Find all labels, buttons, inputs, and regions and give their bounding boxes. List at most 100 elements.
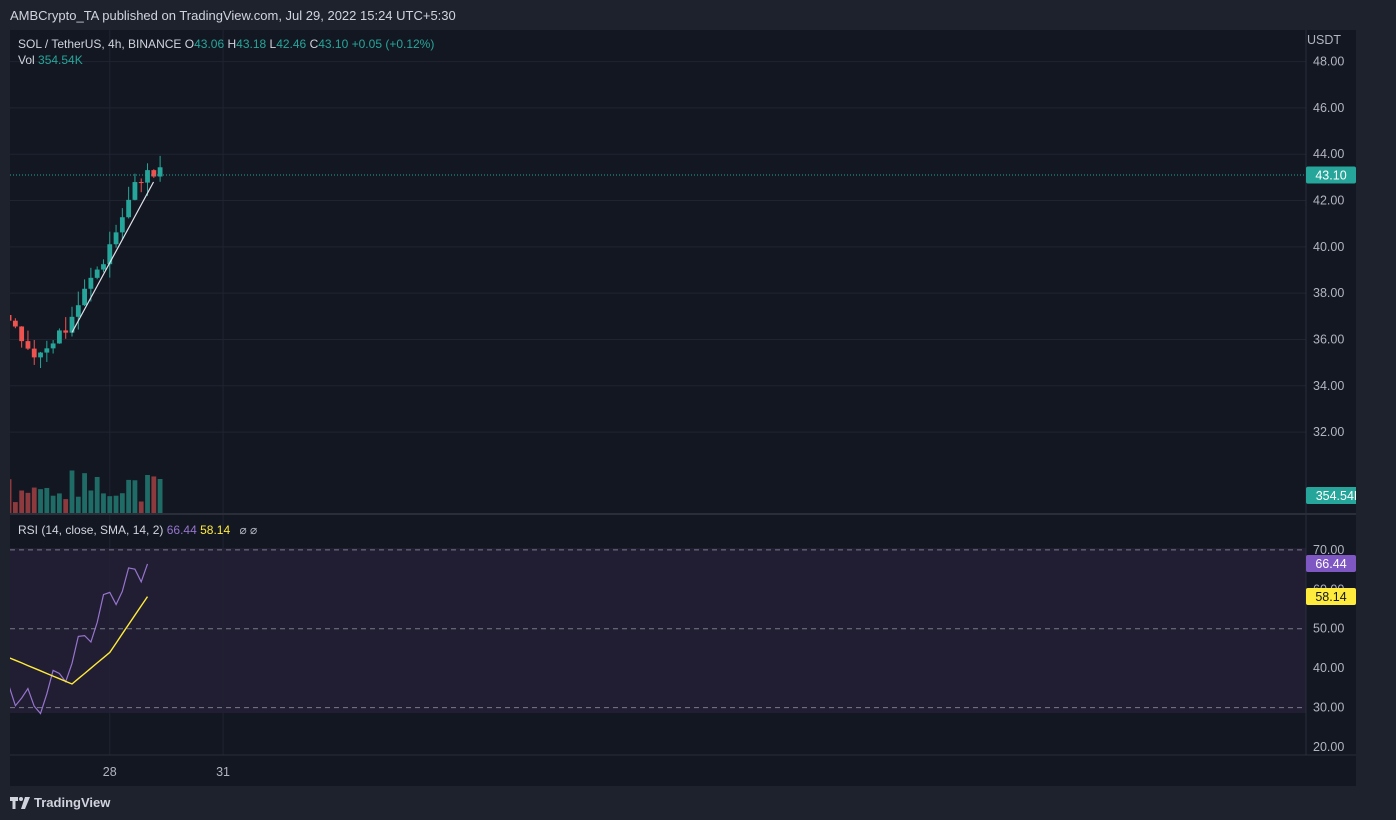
volume-bar	[50, 495, 56, 513]
volume-bar	[69, 470, 75, 513]
candle-body	[44, 348, 50, 353]
high-value: 43.18	[236, 37, 267, 51]
grid-lines	[10, 30, 1306, 755]
volume-bar	[19, 490, 25, 513]
time-tick-label: 31	[216, 765, 230, 779]
candle-body	[138, 182, 144, 184]
rsi-tick-label: 50.00	[1313, 622, 1344, 636]
price-tick-label: 38.00	[1313, 286, 1344, 300]
volume-bar	[94, 476, 100, 513]
last-price-tag-bg	[1306, 166, 1356, 184]
price-tick-label: 42.00	[1313, 194, 1344, 208]
rsi-label[interactable]: RSI (14, close, SMA, 14, 2)	[18, 523, 164, 537]
volume-bar	[88, 490, 94, 513]
volume-bar	[101, 493, 106, 513]
symbol-legend[interactable]: SOL / TetherUS, 4h, BINANCE O43.06 H43.1…	[18, 37, 434, 51]
volume-bar	[126, 479, 132, 513]
volume-bar	[25, 492, 31, 513]
candle-body	[151, 170, 157, 177]
time-tick-label: 28	[103, 765, 117, 779]
volume-bar	[31, 487, 37, 513]
candle-body	[31, 348, 37, 358]
tradingview-logo[interactable]: TradingView	[10, 795, 110, 810]
candle-body	[94, 269, 100, 278]
chart-area[interactable]: 32.00 34.00 36.00 38.00 40.00 42.00 44.00 46.00…	[10, 30, 1356, 786]
candle-body	[12, 320, 18, 327]
last-price-tag-text: 43.10	[1315, 169, 1346, 183]
rsi-tag-bg	[1306, 555, 1356, 572]
tradingview-logo-icon	[10, 796, 30, 809]
low-label: L	[269, 37, 277, 51]
candle-body	[132, 182, 138, 200]
candle-body	[57, 330, 62, 344]
candle-body	[145, 170, 150, 183]
chart-svg[interactable]: 32.00 34.00 36.00 38.00 40.00 42.00 44.00 46.00…	[10, 30, 1356, 786]
volume-bar	[145, 475, 150, 513]
volume-bar	[107, 496, 113, 513]
rsi-tick-label: 30.00	[1313, 701, 1344, 715]
candle-body	[101, 264, 106, 270]
open-label: O	[184, 37, 195, 51]
volume-value: 354.54K	[38, 53, 83, 67]
candle-body	[107, 244, 113, 265]
close-label: C	[309, 37, 319, 51]
price-tick-label: 40.00	[1313, 240, 1344, 254]
price-tick-label: 34.00	[1313, 379, 1344, 393]
tradingview-brand: TradingView	[34, 795, 111, 810]
rsi-visibility-controls[interactable]: ⌀ ⌀	[239, 523, 258, 537]
volume-bars	[10, 470, 163, 513]
high-label: H	[227, 37, 237, 51]
candle-body	[126, 199, 132, 218]
candle-body	[75, 305, 81, 317]
price-tick-label: 32.00	[1313, 425, 1344, 439]
rsi-tag-text: 66.44	[1315, 557, 1346, 571]
last-price-tag: 43.10	[1306, 166, 1356, 184]
candle-body	[82, 288, 87, 306]
rsi-tick-label: 70.00	[1313, 543, 1344, 557]
rsi-value: 66.44	[166, 523, 197, 537]
price-tick-label: 46.00	[1313, 101, 1344, 115]
candle-body	[157, 167, 163, 177]
symbol-label[interactable]: SOL / TetherUS, 4h, BINANCE	[18, 37, 182, 51]
volume-bar	[75, 496, 81, 513]
volume-bar	[44, 487, 50, 513]
rsi-sma-tag-bg	[1306, 588, 1356, 605]
trend-line[interactable]	[71, 181, 155, 333]
candle-body	[19, 326, 25, 342]
candle-body	[10, 315, 12, 321]
volume-bar	[119, 493, 125, 513]
rsi-tick-label: 20.00	[1313, 740, 1344, 754]
price-unit-label: USDT	[1307, 33, 1341, 47]
volume-bar	[157, 478, 163, 513]
rsi-sma-value: 58.14	[200, 523, 231, 537]
volume-bar	[10, 479, 12, 513]
price-tick-label: 36.00	[1313, 332, 1344, 346]
volume-tag: 354.54K	[1306, 487, 1356, 504]
change-value: +0.05 (+0.12%)	[351, 37, 435, 51]
price-tick-label: 44.00	[1313, 147, 1344, 161]
volume-bar	[82, 473, 87, 513]
candle-body	[113, 232, 119, 245]
candle-body	[119, 217, 125, 233]
publisher-caption: AMBCrypto_TA published on TradingView.co…	[10, 8, 456, 23]
candles	[10, 155, 163, 369]
rsi-tag: 66.44	[1306, 555, 1356, 572]
rsi-band-fill	[10, 548, 1306, 713]
footer-bar: TradingView	[0, 786, 1396, 820]
rsi-tick-label: 40.00	[1313, 661, 1344, 675]
rsi-sma-tag: 58.14	[1306, 588, 1356, 605]
volume-legend[interactable]: Vol 354.54K	[18, 53, 83, 67]
volume-label: Vol	[18, 53, 35, 67]
low-value: 42.46	[276, 37, 307, 51]
price-axis: 32.00 34.00 36.00 38.00 40.00 42.00 44.00 46.00…	[1313, 55, 1344, 440]
volume-tag-text: 354.54K	[1316, 489, 1356, 503]
candle-body	[63, 330, 69, 333]
volume-tag-bg	[1306, 487, 1356, 504]
rsi-sma-tag-text: 58.14	[1315, 590, 1346, 604]
volume-bar	[57, 493, 62, 513]
volume-bar	[113, 495, 119, 513]
rsi-legend[interactable]: RSI (14, close, SMA, 14, 2) 66.44 58.14 …	[18, 523, 257, 537]
candle-body	[25, 341, 31, 349]
close-value: 43.10	[318, 37, 349, 51]
